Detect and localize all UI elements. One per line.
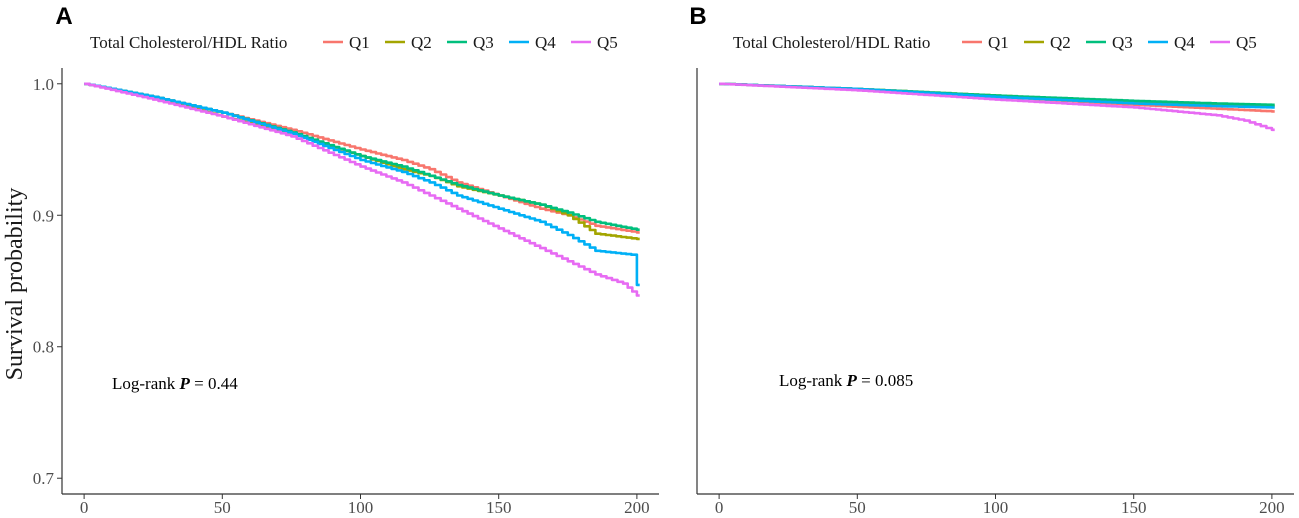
legend-label-q2: Q2	[1050, 33, 1071, 52]
logrank-annotation: Log-rank P = 0.44	[112, 374, 238, 393]
y-tick-label: 0.7	[33, 469, 55, 488]
logrank-prefix: Log-rank	[779, 371, 847, 390]
legend-label-q3: Q3	[473, 33, 494, 52]
survival-curve-q5	[84, 82, 640, 297]
x-tick-label: 200	[1259, 498, 1285, 517]
y-tick-label: 0.8	[33, 338, 54, 357]
panel-letter: A	[55, 3, 72, 30]
logrank-prefix: Log-rank	[112, 374, 180, 393]
x-tick-label: 50	[214, 498, 231, 517]
legend-label-q2: Q2	[411, 33, 432, 52]
logrank-value: = 0.085	[857, 371, 913, 390]
x-tick-label: 0	[80, 498, 89, 517]
logrank-p-symbol: P	[846, 371, 858, 390]
x-tick-label: 150	[1121, 498, 1147, 517]
legend-label-q5: Q5	[1236, 33, 1257, 52]
y-axis-title: Survival probability	[2, 188, 28, 381]
panel-b: B Total Cholesterol/HDL Ratio Q1 Q2 Q3 Q4 Q5 0 5…	[689, 3, 1294, 517]
panel-a: A Total Cholesterol/HDL Ratio Q1 Q2 Q3 Q4 Q5 0 5…	[2, 3, 659, 517]
survival-curve-q5	[719, 82, 1275, 132]
x-tick-label: 0	[715, 498, 724, 517]
legend-label-q1: Q1	[349, 33, 370, 52]
logrank-value: = 0.44	[190, 374, 238, 393]
logrank-annotation: Log-rank P = 0.085	[779, 371, 913, 390]
x-tick-label: 100	[348, 498, 374, 517]
legend-label-q5: Q5	[597, 33, 618, 52]
legend-label-q1: Q1	[988, 33, 1009, 52]
survival-curve-q4	[84, 82, 640, 287]
x-tick-label: 100	[983, 498, 1009, 517]
panel-letter: B	[689, 3, 706, 30]
legend-title: Total Cholesterol/HDL Ratio	[733, 33, 930, 52]
x-tick-label: 200	[624, 498, 650, 517]
survival-curve-q2	[84, 82, 640, 241]
legend-title: Total Cholesterol/HDL Ratio	[90, 33, 287, 52]
survival-curve-q3	[84, 82, 640, 231]
logrank-p-symbol: P	[179, 374, 191, 393]
x-tick-label: 150	[486, 498, 512, 517]
y-tick-label: 0.9	[33, 206, 54, 225]
legend-label-q4: Q4	[535, 33, 556, 52]
legend-label-q4: Q4	[1174, 33, 1195, 52]
x-tick-label: 50	[849, 498, 866, 517]
legend-label-q3: Q3	[1112, 33, 1133, 52]
y-tick-label: 1.0	[33, 75, 54, 94]
